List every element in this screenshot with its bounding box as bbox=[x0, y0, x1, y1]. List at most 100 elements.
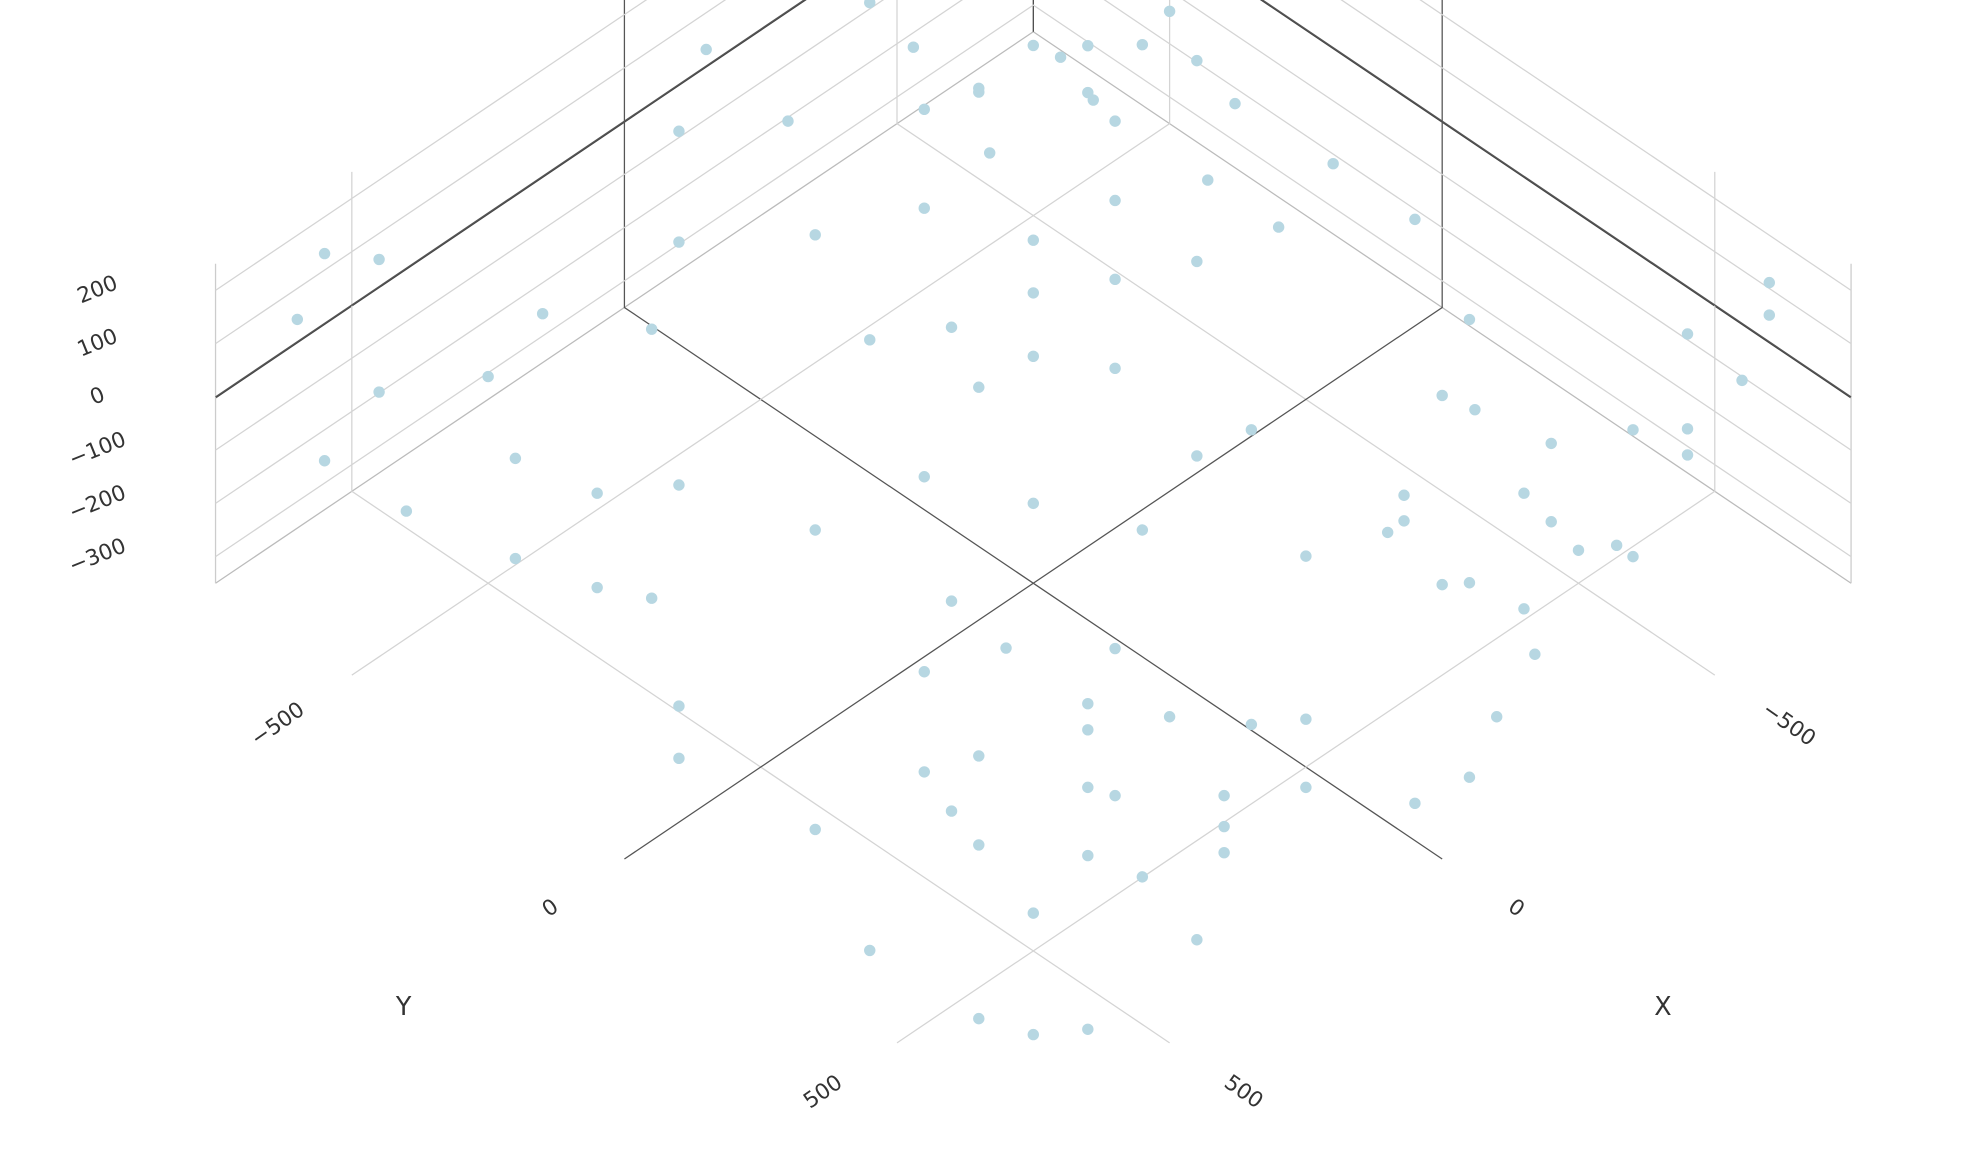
points bbox=[291, 0, 1775, 1041]
point bbox=[1000, 642, 1012, 654]
point bbox=[1245, 718, 1258, 731]
point bbox=[1163, 711, 1176, 723]
point bbox=[1545, 437, 1557, 450]
x-tick-label: 0 bbox=[1503, 894, 1529, 922]
point bbox=[983, 147, 996, 159]
point bbox=[918, 103, 930, 116]
point bbox=[1202, 174, 1214, 186]
z-grid-line bbox=[215, 0, 1852, 451]
point bbox=[673, 236, 685, 248]
x-grid-line bbox=[896, 0, 1716, 676]
point bbox=[1436, 578, 1448, 591]
axis-line bbox=[215, 0, 1852, 399]
point bbox=[1463, 771, 1476, 783]
z-tick-label: 0 bbox=[87, 382, 109, 410]
point bbox=[1109, 194, 1121, 207]
point bbox=[864, 944, 876, 957]
point bbox=[373, 253, 385, 266]
point bbox=[591, 487, 603, 499]
point bbox=[1572, 544, 1585, 556]
point bbox=[700, 43, 712, 56]
point bbox=[945, 321, 958, 333]
point bbox=[1027, 39, 1040, 52]
point bbox=[1491, 711, 1503, 723]
point bbox=[1109, 362, 1121, 375]
point bbox=[1409, 213, 1421, 226]
point bbox=[1627, 550, 1639, 563]
point bbox=[1529, 648, 1541, 660]
point bbox=[1381, 526, 1394, 539]
grid bbox=[214, 0, 1852, 1044]
point bbox=[1518, 487, 1530, 499]
point bbox=[973, 750, 985, 762]
point bbox=[918, 766, 930, 778]
z-grid-line bbox=[215, 0, 1852, 398]
point bbox=[1109, 789, 1121, 802]
point bbox=[1082, 1023, 1094, 1035]
point bbox=[536, 307, 549, 320]
point bbox=[918, 202, 930, 214]
x-axis-title: X bbox=[1654, 991, 1671, 1021]
point bbox=[864, 334, 876, 346]
point bbox=[1469, 403, 1481, 416]
point bbox=[1218, 846, 1230, 859]
point bbox=[1398, 515, 1410, 527]
point bbox=[1229, 97, 1241, 110]
point bbox=[1163, 5, 1176, 18]
point bbox=[1763, 276, 1775, 289]
point bbox=[1027, 234, 1040, 246]
y-grid-line bbox=[896, 171, 1716, 1044]
point bbox=[1436, 389, 1448, 402]
point bbox=[1300, 713, 1312, 725]
point bbox=[1191, 54, 1203, 67]
point bbox=[1463, 313, 1476, 326]
point bbox=[673, 479, 685, 491]
point bbox=[373, 386, 385, 398]
z-tick-label: −200 bbox=[65, 480, 129, 525]
z-tick-label: −100 bbox=[65, 427, 129, 472]
point bbox=[973, 1012, 985, 1025]
point bbox=[645, 592, 658, 604]
y-grid-line bbox=[351, 0, 1171, 676]
point bbox=[1027, 497, 1040, 510]
point bbox=[1136, 524, 1149, 536]
z-grid-line bbox=[215, 0, 1852, 345]
point bbox=[918, 471, 930, 483]
point bbox=[1518, 603, 1530, 615]
point bbox=[1463, 577, 1476, 589]
point bbox=[1545, 516, 1557, 528]
point bbox=[1109, 273, 1121, 286]
point bbox=[509, 452, 522, 465]
y-tick-label: −500 bbox=[247, 697, 310, 751]
point bbox=[782, 115, 794, 127]
point bbox=[973, 839, 985, 851]
point bbox=[318, 247, 331, 260]
point bbox=[809, 229, 821, 241]
point bbox=[1191, 255, 1203, 268]
point bbox=[1027, 1028, 1040, 1041]
point bbox=[1218, 789, 1230, 802]
point bbox=[1109, 642, 1121, 655]
z-tick-label: 200 bbox=[74, 271, 122, 310]
point bbox=[645, 323, 658, 335]
point bbox=[1610, 539, 1623, 552]
point bbox=[1681, 328, 1694, 340]
point bbox=[1082, 849, 1094, 862]
point bbox=[673, 125, 685, 137]
point bbox=[864, 0, 876, 9]
x-tick-label: −500 bbox=[1757, 697, 1820, 751]
y-axis-title: Y bbox=[395, 991, 412, 1021]
point bbox=[1109, 115, 1121, 127]
point bbox=[809, 823, 821, 836]
z-grid-line bbox=[215, 4, 1852, 558]
point bbox=[1681, 423, 1694, 435]
point bbox=[318, 455, 331, 467]
point bbox=[1191, 450, 1203, 462]
point bbox=[1398, 489, 1410, 501]
point bbox=[945, 805, 958, 817]
point bbox=[973, 381, 985, 393]
point bbox=[673, 752, 685, 765]
point bbox=[1136, 871, 1149, 883]
